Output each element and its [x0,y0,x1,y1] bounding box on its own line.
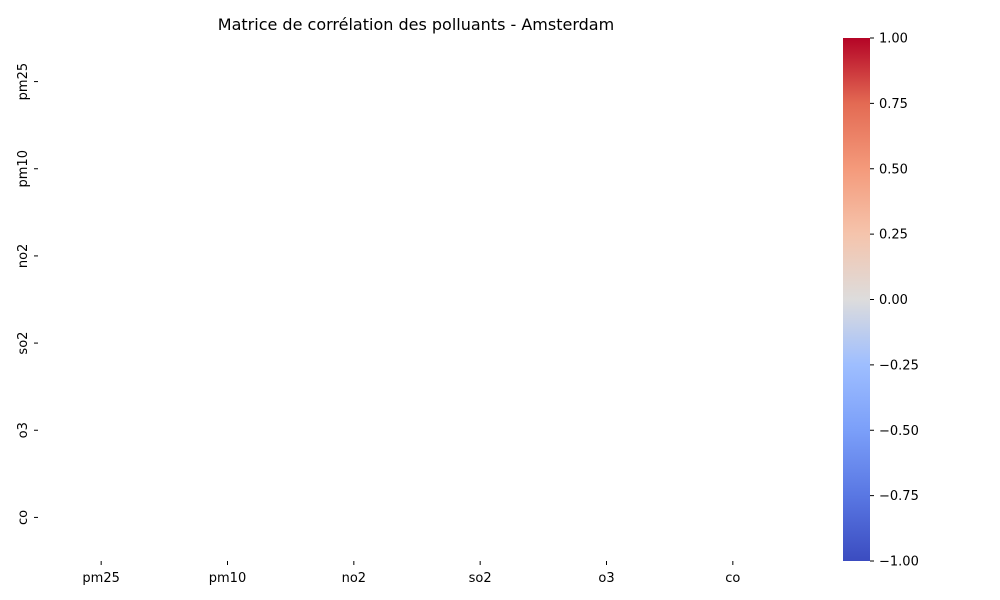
colorbar-tick-label: −1.00 [879,555,919,570]
y-tick-label: co [16,510,31,525]
colorbar-tick-label: −0.75 [879,489,919,504]
x-tick-label: pm10 [209,571,246,586]
y-tick-label: o3 [16,422,31,438]
colorbar [843,38,870,561]
x-tick-label: so2 [469,571,492,586]
y-tick-label: no2 [16,244,31,268]
chart-title: Matrice de corrélation des polluants - A… [218,15,614,34]
colorbar-tick-label: 0.25 [879,228,908,243]
y-tick-label: pm10 [16,150,31,187]
x-tick-label: no2 [342,571,366,586]
x-tick-label: pm25 [82,571,119,586]
colorbar-tick-label: −0.50 [879,424,919,439]
colorbar-tick-label: −0.25 [879,358,919,373]
colorbar-ticks: 1.00 0.75 0.50 0.25 0.00 −0.25 −0.50 −0.75 −1.00 [870,32,919,570]
y-tick-label: pm25 [16,63,31,100]
colorbar-tick-label: 0.50 [879,162,908,177]
colorbar-tick-label: 0.00 [879,293,908,308]
x-tick-label: co [725,571,740,586]
x-tick-label: o3 [598,571,614,586]
y-tick-label: so2 [16,332,31,355]
colorbar-tick-label: 0.75 [879,97,908,112]
x-axis: pm25 pm10 no2 so2 o3 co [82,561,740,586]
colorbar-tick-label: 1.00 [879,32,908,47]
y-axis: pm25 pm10 no2 so2 o3 co [16,63,38,525]
